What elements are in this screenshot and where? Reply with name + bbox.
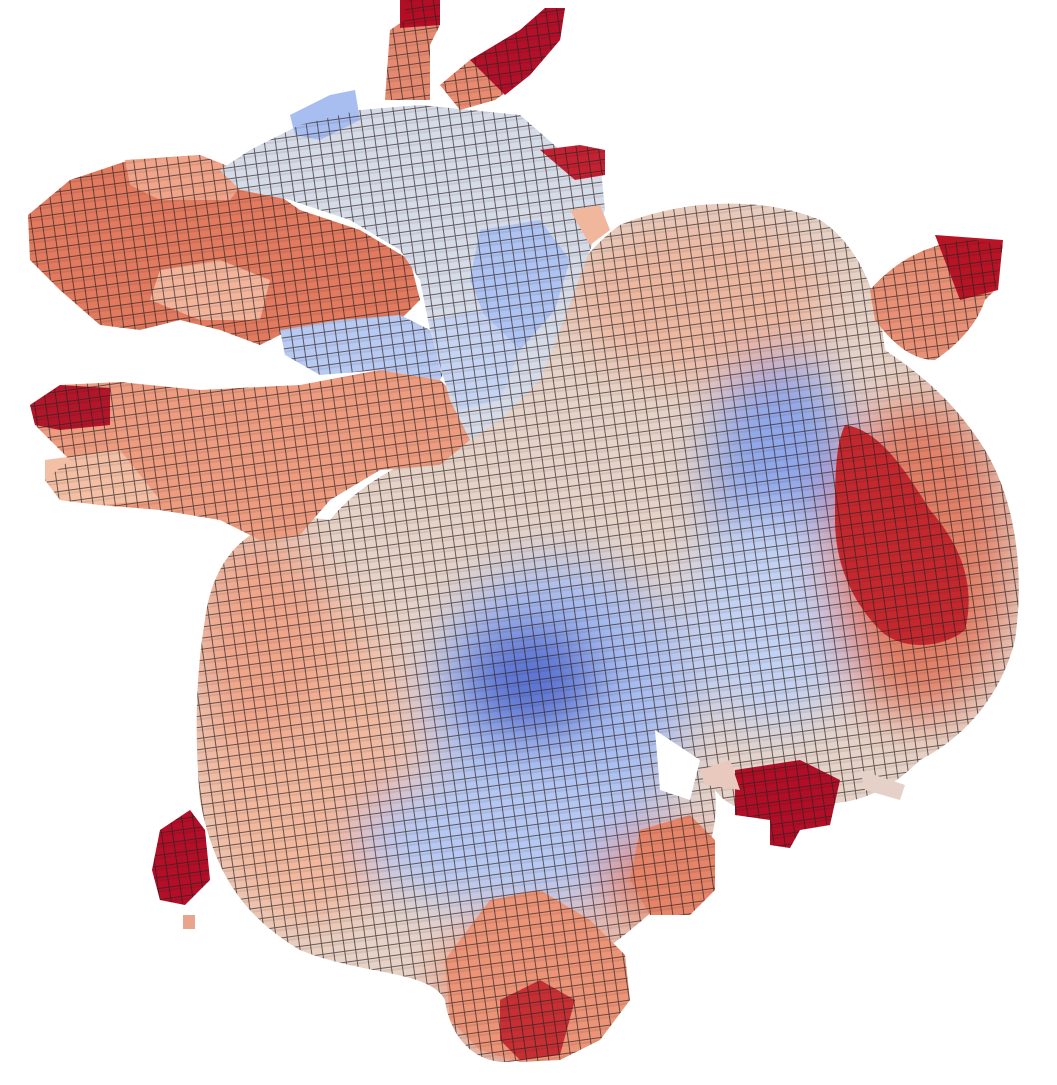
dragon-cheek bbox=[280, 315, 450, 380]
back-fin bbox=[835, 425, 969, 645]
dragon-horn-right bbox=[440, 8, 565, 110]
dragon-horn-left bbox=[385, 0, 440, 100]
dragon-crown bbox=[220, 90, 605, 440]
tail-tip bbox=[870, 235, 1003, 360]
leg-gap bbox=[655, 730, 700, 800]
dragon-upper-jaw bbox=[28, 155, 420, 345]
dragon-lower-jaw bbox=[30, 370, 470, 540]
neck-spikes bbox=[540, 145, 610, 245]
front-foot bbox=[445, 890, 630, 1062]
middle-foot bbox=[630, 815, 715, 915]
hind-claw bbox=[700, 760, 905, 848]
front-claw-left bbox=[152, 810, 210, 929]
